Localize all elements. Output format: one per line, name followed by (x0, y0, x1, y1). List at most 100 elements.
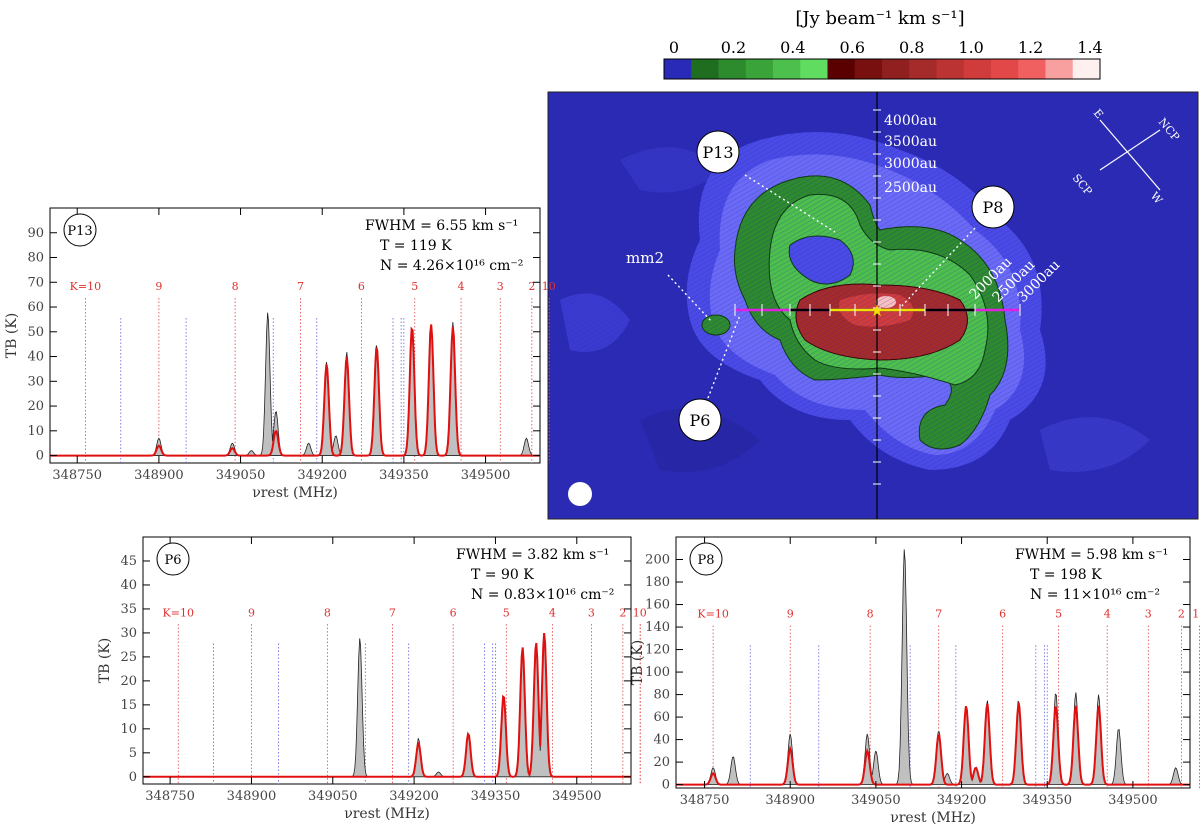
y-tick-label: 0 (662, 778, 670, 793)
k-label: K=10 (70, 280, 101, 293)
y-tick-label: 90 (27, 226, 44, 241)
y-tick-label: 40 (27, 350, 44, 365)
y-axis-label: TB (K) (4, 313, 20, 358)
colorbar-bin (1045, 59, 1074, 79)
colorbar-tick-label: 0.2 (721, 38, 746, 57)
x-tick-label: 349500 (461, 468, 511, 483)
k-label: 2 (1178, 608, 1185, 621)
cut-ticks (734, 304, 1021, 316)
plot-frame (675, 536, 1191, 789)
k-label: 7 (935, 608, 942, 621)
colorbar-tick-label: 0 (669, 38, 679, 57)
x-tick-label: 349350 (471, 789, 521, 804)
colorbar-bin (882, 59, 910, 79)
y-tick-label: 40 (653, 733, 670, 748)
k-label: 1 (633, 606, 640, 619)
colorbar-bin (936, 59, 965, 79)
marker-p6 (678, 398, 722, 442)
x-tick-label: 349350 (379, 468, 429, 483)
model-spectrum (143, 632, 631, 778)
k-label: K=10 (697, 608, 728, 621)
y-tick-label: 80 (27, 251, 44, 266)
k-label: 4 (1104, 608, 1111, 621)
y-tick-label: 25 (120, 650, 137, 665)
fit-parameter: N = 0.83×10¹⁶ cm⁻² (471, 587, 614, 603)
colorbar-label: [Jy beam⁻¹ km s⁻¹] (795, 8, 964, 29)
k-label: 3 (588, 606, 595, 619)
intensity-map (548, 92, 1198, 519)
map-frame (547, 91, 1199, 520)
fit-parameter: T = 119 K (380, 238, 452, 254)
colorbar-bin (691, 59, 719, 79)
x-tick-label: 349050 (308, 789, 358, 804)
fit-parameter: FWHM = 6.55 km s⁻¹ (365, 218, 518, 234)
colorbar-bin (745, 59, 774, 79)
k-label: 2 (619, 606, 626, 619)
x-tick-label: 348750 (145, 789, 195, 804)
marker-p13 (696, 130, 740, 174)
k-label: 7 (389, 606, 396, 619)
x-tick-label: 349200 (937, 793, 987, 808)
scale-label-3000: 3000au (884, 156, 937, 172)
k-label: 4 (549, 606, 556, 619)
pointer-line-p8 (899, 227, 976, 309)
y-tick-label: 35 (120, 602, 137, 617)
y-tick-label: 80 (653, 688, 670, 703)
k-label: 0 (549, 280, 556, 293)
colorbar-bin (1072, 59, 1101, 79)
k-label: K=10 (163, 606, 194, 619)
y-tick-label: 10 (27, 424, 44, 439)
panel-title-circle (63, 213, 97, 247)
mm2-label: mm2 (626, 249, 664, 267)
x-tick-label: 348900 (227, 789, 277, 804)
k-ladder (712, 625, 1200, 788)
compass-axis-sw (1099, 119, 1161, 191)
plot-frame (49, 207, 541, 464)
y-tick-label: 45 (120, 554, 137, 569)
k-label: 8 (324, 606, 331, 619)
map-vertical-ticks (873, 109, 881, 485)
marker-p8-label: P8 (983, 198, 1004, 217)
x-tick-label: 349050 (216, 468, 266, 483)
k-label: 3 (497, 280, 504, 293)
colorbar-tick-label: 0.6 (840, 38, 865, 57)
colorbar-bins (664, 59, 1101, 79)
x-tick-label: 348750 (52, 468, 102, 483)
x-axis-label: νrest (MHz) (890, 810, 976, 826)
x-axis: 348750 348900 349050 349200 349350 349500 (145, 537, 602, 804)
x-tick-label: 349200 (389, 789, 439, 804)
y-axis-label: TB (K) (630, 640, 646, 685)
model-spectrum (50, 324, 540, 457)
k-label: 8 (232, 280, 239, 293)
colorbar-frame (663, 58, 1101, 80)
compass-axis-ncp (1099, 129, 1161, 171)
fit-parameter: N = 4.26×10¹⁶ cm⁻² (380, 258, 523, 274)
y-tick-label: 200 (645, 553, 670, 568)
panel-title-circle (156, 542, 190, 576)
fit-parameter: FWHM = 3.82 km s⁻¹ (456, 547, 609, 563)
panel-title: P13 (67, 224, 92, 239)
colorbar-bin (827, 59, 856, 79)
y-axis-label: TB (K) (97, 638, 113, 683)
scale-label-4000: 4000au (884, 113, 937, 129)
marker-p13-label: P13 (702, 143, 733, 162)
colorbar-tick-label: 1.4 (1077, 38, 1102, 57)
k-label: 2 (528, 280, 535, 293)
k-label: 5 (411, 280, 418, 293)
model-spectrum (676, 700, 1190, 786)
y-tick-label: 40 (120, 578, 137, 593)
colorbar-bin (854, 59, 883, 79)
central-star-icon: ★ (870, 301, 884, 320)
scale-label-2500: 2500au (884, 180, 937, 196)
y-tick-label: 120 (645, 643, 670, 658)
y-tick-label: 50 (27, 325, 44, 340)
panel-title: P6 (164, 553, 181, 568)
x-tick-label: 349200 (297, 468, 347, 483)
y-tick-label: 0 (36, 449, 44, 464)
spectrum-panel-p8: K=10987654321034875034890034905034920034… (630, 536, 1200, 826)
colorbar-bin (800, 59, 828, 79)
panel-title-circle (689, 542, 723, 576)
y-tick-label: 100 (645, 665, 670, 680)
